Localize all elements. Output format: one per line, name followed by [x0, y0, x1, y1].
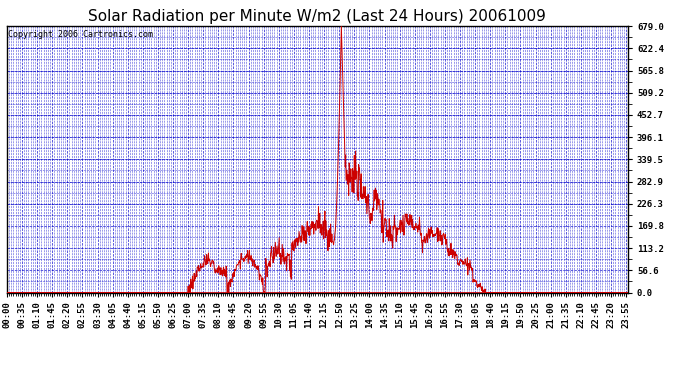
- Title: Solar Radiation per Minute W/m2 (Last 24 Hours) 20061009: Solar Radiation per Minute W/m2 (Last 24…: [88, 9, 546, 24]
- Text: Copyright 2006 Cartronics.com: Copyright 2006 Cartronics.com: [8, 30, 153, 39]
